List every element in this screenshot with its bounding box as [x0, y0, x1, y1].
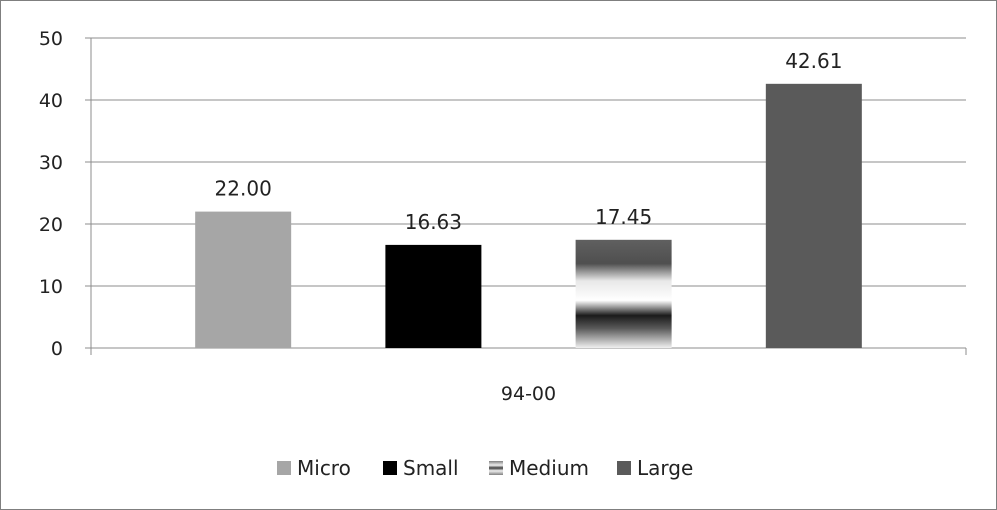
legend-item-large: Large: [617, 456, 693, 480]
legend-swatch: [617, 461, 631, 475]
legend-item-micro: Micro: [277, 456, 351, 480]
legend-label: Medium: [509, 456, 589, 480]
y-tick-label: 0: [51, 338, 63, 360]
legend-label: Micro: [297, 456, 351, 480]
bar-small: [385, 244, 482, 348]
data-label-micro: 22.00: [215, 177, 272, 201]
data-label-large: 42.61: [785, 49, 842, 73]
legend-swatch: [489, 461, 503, 475]
bar-medium: [575, 239, 672, 348]
y-tick-label: 10: [39, 276, 63, 298]
x-category-label: 94-00: [501, 383, 556, 405]
y-tick-label: 30: [39, 152, 63, 174]
legend-item-small: Small: [383, 456, 459, 480]
y-tick-label: 20: [39, 214, 63, 236]
legend-label: Large: [637, 456, 693, 480]
data-label-small: 16.63: [405, 210, 462, 234]
bar-large: [765, 83, 862, 349]
data-labels: 22.00 16.63 17.45 42.61: [215, 49, 843, 234]
y-tick-label: 50: [39, 28, 63, 50]
legend-label: Small: [403, 456, 459, 480]
bars: [195, 83, 862, 349]
bar-micro: [195, 211, 292, 348]
legend-swatch: [277, 461, 291, 475]
legend: Micro Small Medium Large: [277, 456, 693, 480]
legend-item-medium: Medium: [489, 456, 589, 480]
y-tick-label: 40: [39, 90, 63, 112]
legend-swatch: [383, 461, 397, 475]
data-label-medium: 17.45: [595, 205, 652, 229]
